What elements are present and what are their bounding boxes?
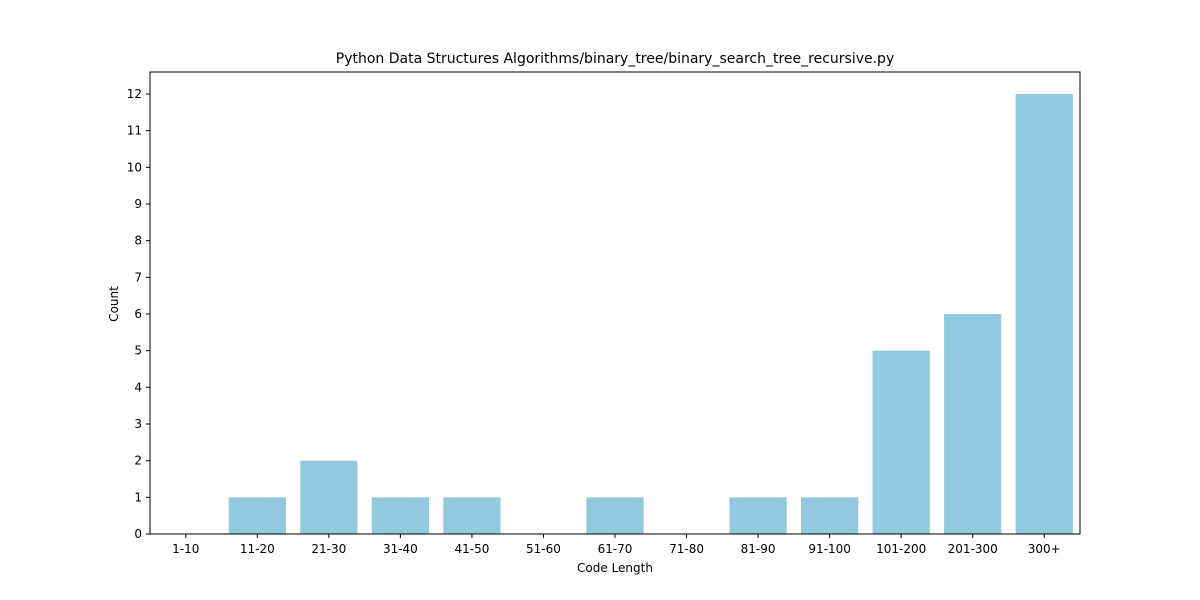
bar-61-70 xyxy=(586,497,643,534)
x-axis-ticks: 1-10 11-20 21-30 31-40 41-50 51-60 61-70 71-80 8… xyxy=(172,534,1061,556)
y-tick-label: 3 xyxy=(134,417,142,431)
bar-21-30 xyxy=(300,461,357,534)
bar-300+ xyxy=(1016,94,1073,534)
bar-101-200 xyxy=(873,351,930,534)
y-tick-label: 6 xyxy=(134,307,142,321)
x-tick-label: 31-40 xyxy=(383,542,418,556)
x-tick-label: 71-80 xyxy=(669,542,704,556)
y-tick-label: 5 xyxy=(134,344,142,358)
x-tick-label: 51-60 xyxy=(526,542,561,556)
x-tick-label: 1-10 xyxy=(172,542,199,556)
x-tick-label: 11-20 xyxy=(240,542,275,556)
y-tick-label: 10 xyxy=(127,160,142,174)
x-axis-title: Code Length xyxy=(577,561,653,575)
y-tick-label: 7 xyxy=(134,270,142,284)
x-tick-label: 81-90 xyxy=(741,542,776,556)
y-tick-label: 9 xyxy=(134,197,142,211)
y-tick-label: 4 xyxy=(134,380,142,394)
y-tick-label: 8 xyxy=(134,234,142,248)
chart-title: Python Data Structures Algorithms/binary… xyxy=(336,51,894,67)
bar-91-100 xyxy=(801,497,858,534)
bar-11-20 xyxy=(229,497,286,534)
x-tick-label: 61-70 xyxy=(598,542,633,556)
x-tick-label: 21-30 xyxy=(311,542,346,556)
y-axis-title: Count xyxy=(107,286,121,322)
x-tick-label: 300+ xyxy=(1028,542,1061,556)
y-tick-label: 12 xyxy=(127,87,142,101)
plot-area-frame xyxy=(150,72,1080,534)
bar-81-90 xyxy=(729,497,786,534)
bar-31-40 xyxy=(372,497,429,534)
x-tick-label: 91-100 xyxy=(808,542,851,556)
y-tick-label: 2 xyxy=(134,454,142,468)
x-tick-label: 201-300 xyxy=(948,542,998,556)
bar-41-50 xyxy=(443,497,500,534)
bars-layer xyxy=(229,94,1073,534)
y-tick-label: 0 xyxy=(134,527,142,541)
y-tick-label: 11 xyxy=(127,124,142,138)
x-tick-label: 41-50 xyxy=(454,542,489,556)
bar-201-300 xyxy=(944,314,1001,534)
x-tick-label: 101-200 xyxy=(876,542,926,556)
y-tick-label: 1 xyxy=(134,490,142,504)
